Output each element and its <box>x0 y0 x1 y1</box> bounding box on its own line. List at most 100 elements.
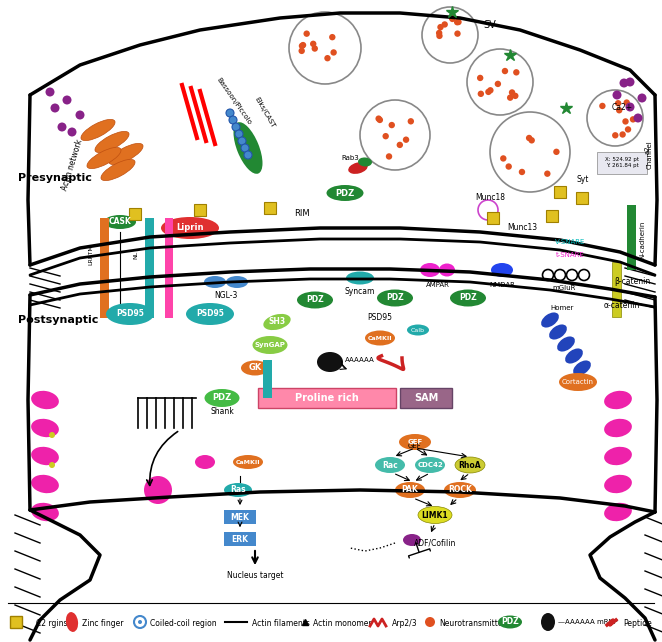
Ellipse shape <box>565 349 583 363</box>
Ellipse shape <box>326 185 363 201</box>
Text: PDZ: PDZ <box>501 618 519 627</box>
Circle shape <box>502 68 508 74</box>
Text: Liprin: Liprin <box>176 223 204 232</box>
Text: PSD95: PSD95 <box>196 309 224 318</box>
Bar <box>627 205 636 270</box>
Text: Neurotransmitter: Neurotransmitter <box>439 620 506 629</box>
Circle shape <box>383 133 389 139</box>
Ellipse shape <box>224 483 252 497</box>
Text: PAK: PAK <box>402 485 418 494</box>
Circle shape <box>229 116 237 124</box>
Ellipse shape <box>557 336 575 352</box>
Ellipse shape <box>106 303 154 325</box>
Text: RIM: RIM <box>294 209 310 218</box>
Ellipse shape <box>604 447 632 465</box>
Circle shape <box>408 118 414 125</box>
Text: RhoA: RhoA <box>459 460 481 469</box>
Circle shape <box>599 103 606 109</box>
Text: PSD95: PSD95 <box>367 313 393 322</box>
Circle shape <box>425 617 435 627</box>
Circle shape <box>506 163 512 169</box>
Ellipse shape <box>498 616 522 629</box>
Circle shape <box>526 135 532 141</box>
Circle shape <box>616 107 622 114</box>
Circle shape <box>615 100 622 107</box>
Text: β-catenin: β-catenin <box>614 277 650 286</box>
Circle shape <box>241 144 249 152</box>
Text: Y: 261.84 pt: Y: 261.84 pt <box>606 164 638 168</box>
Circle shape <box>495 81 501 87</box>
Text: SV: SV <box>484 20 496 30</box>
Circle shape <box>49 432 55 438</box>
Bar <box>100 218 109 318</box>
Ellipse shape <box>439 263 455 277</box>
Circle shape <box>630 116 636 123</box>
Ellipse shape <box>195 455 215 469</box>
Circle shape <box>138 620 142 624</box>
Text: NL: NL <box>134 251 138 259</box>
Circle shape <box>377 117 383 123</box>
Ellipse shape <box>66 612 78 632</box>
Text: ROCK: ROCK <box>448 485 472 494</box>
Circle shape <box>512 92 518 99</box>
Circle shape <box>449 16 455 22</box>
Text: X: 524.92 pt: X: 524.92 pt <box>605 157 639 162</box>
Text: Munc18: Munc18 <box>475 193 505 202</box>
Text: Channel: Channel <box>647 141 653 169</box>
Text: SynGAP: SynGAP <box>255 342 285 348</box>
Circle shape <box>485 89 492 95</box>
Text: Ras: Ras <box>230 485 246 494</box>
Circle shape <box>528 137 535 144</box>
Circle shape <box>386 153 392 160</box>
Bar <box>258 388 396 408</box>
Ellipse shape <box>186 303 234 325</box>
Bar <box>487 212 499 224</box>
Circle shape <box>68 128 77 137</box>
Text: Zinc finger: Zinc finger <box>82 620 124 629</box>
Ellipse shape <box>263 314 291 330</box>
Text: Presynaptic: Presynaptic <box>18 173 92 183</box>
Bar <box>264 202 276 214</box>
Ellipse shape <box>395 482 425 498</box>
Circle shape <box>46 87 54 96</box>
Ellipse shape <box>604 391 632 409</box>
Text: LIMK1: LIMK1 <box>422 510 448 519</box>
Text: α-catenin: α-catenin <box>604 300 640 309</box>
Bar <box>224 532 256 546</box>
Text: Coiled-coil region: Coiled-coil region <box>150 620 216 629</box>
Circle shape <box>620 78 628 87</box>
Ellipse shape <box>87 148 121 169</box>
Circle shape <box>507 94 513 101</box>
Text: ERK: ERK <box>232 535 248 544</box>
Ellipse shape <box>95 132 129 153</box>
Text: Syt: Syt <box>577 175 589 184</box>
Circle shape <box>442 21 448 28</box>
Ellipse shape <box>104 215 136 229</box>
Ellipse shape <box>81 119 115 141</box>
Text: t-SNARE: t-SNARE <box>555 252 585 258</box>
Circle shape <box>509 89 515 96</box>
Circle shape <box>612 132 618 139</box>
Bar <box>165 218 173 318</box>
Text: Arp2/3: Arp2/3 <box>392 620 418 629</box>
Circle shape <box>49 462 55 468</box>
Text: GEF: GEF <box>407 439 422 445</box>
Circle shape <box>58 123 66 132</box>
Ellipse shape <box>415 457 445 473</box>
Circle shape <box>312 46 318 52</box>
Text: Peptide: Peptide <box>623 620 652 629</box>
Ellipse shape <box>365 331 395 345</box>
Ellipse shape <box>604 419 632 437</box>
Ellipse shape <box>234 122 263 174</box>
Circle shape <box>454 30 461 37</box>
Circle shape <box>324 55 331 62</box>
Circle shape <box>513 69 520 76</box>
Bar <box>194 204 206 216</box>
Ellipse shape <box>541 313 559 327</box>
Text: SH3: SH3 <box>268 318 285 327</box>
Ellipse shape <box>204 276 226 288</box>
Text: CaMKII: CaMKII <box>367 336 393 340</box>
Ellipse shape <box>549 324 567 340</box>
Ellipse shape <box>377 290 413 306</box>
Circle shape <box>638 94 647 103</box>
